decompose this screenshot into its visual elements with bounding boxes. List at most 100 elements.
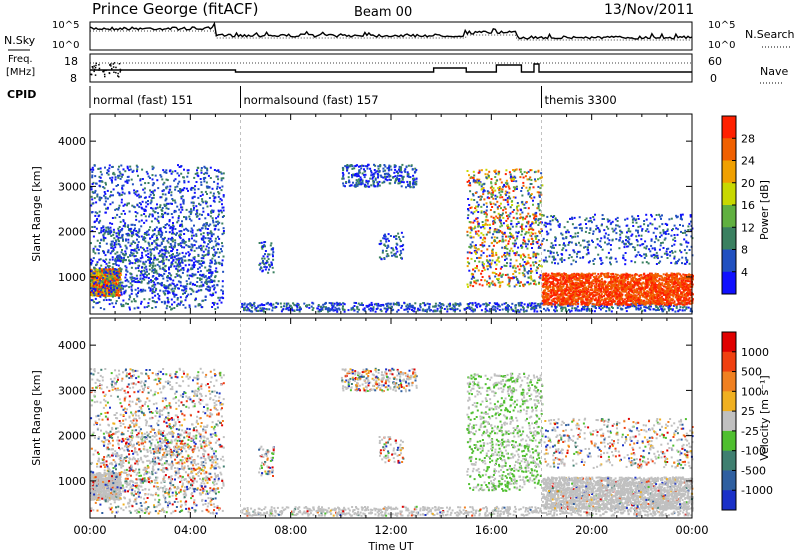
echo-cell [217,261,220,264]
echo-cell [270,304,273,307]
echo-cell [197,289,200,292]
echo-cell [207,243,210,246]
echo-cell [186,270,189,273]
echo-cell [111,256,114,259]
echo-cell [489,203,492,206]
echo-cell [156,247,159,250]
echo-cell [219,197,222,200]
echo-cell [582,306,585,308]
echo-cell [495,259,498,262]
echo-cell [355,183,358,186]
echo-cell [160,253,163,256]
echo-cell [219,296,222,299]
echo-cell [515,207,518,210]
echo-cell [166,290,169,293]
echo-cell [158,228,161,230]
echo-cell [151,215,154,218]
echo-cell [524,242,527,245]
echo-cell [138,220,141,223]
echo-cell [505,194,508,197]
echo-cell [161,190,164,193]
echo-cell [476,306,479,309]
echo-cell [158,261,161,263]
echo-cell [153,300,155,303]
echo-cell [474,230,477,233]
echo-cell [155,301,158,304]
echo-cell [163,272,166,275]
echo-cell [522,307,525,310]
echo-cell [96,261,99,264]
echo-cell [657,309,660,311]
echo-cell [568,308,570,311]
echo-cell [308,306,311,309]
echo-cell [562,306,565,309]
echo-cell [203,177,206,179]
echo-cell [185,187,188,190]
echo-cell [166,179,169,182]
echo-cell [155,276,158,279]
echo-cell [90,273,93,276]
echo-cell [215,262,218,265]
echo-cell [176,268,179,271]
echo-cell [156,244,159,247]
echo-cell [191,272,194,275]
echo-cell [499,225,502,228]
echo-cell [91,166,94,169]
echo-cell [153,233,156,235]
echo-cell [537,224,540,226]
echo-cell [214,225,217,228]
echo-cell [100,173,103,176]
echo-cell [331,302,334,305]
echo-cell [519,254,522,257]
echo-cell [148,272,150,275]
echo-cell [484,211,487,214]
echo-cell [513,264,516,267]
echo-cell [537,218,540,221]
echo-cell [627,306,630,309]
echo-cell [200,306,203,309]
echo-cell [184,299,187,302]
echo-cell [377,167,380,170]
echo-cell [222,209,225,212]
echo-cell [138,205,141,208]
echo-cell [146,247,149,250]
echo-cell [185,287,188,290]
echo-cell [181,289,184,292]
echo-cell [101,180,104,183]
echo-cell [206,223,208,226]
echo-cell [527,193,530,196]
echo-cell [472,170,475,173]
echo-cell [205,279,208,282]
echo-cell [170,244,173,247]
echo-cell [213,248,216,251]
echo-cell [166,279,169,282]
echo-cell [150,279,152,282]
echo-cell [127,224,130,227]
echo-cell [486,205,488,208]
echo-cell [93,226,96,228]
echo-cell [496,241,499,244]
echo-cell [118,226,121,228]
echo-cell [190,243,193,246]
echo-cell [380,310,383,313]
echo-cell [198,217,201,220]
echo-cell [470,257,473,260]
echo-cell [90,258,93,261]
echo-cell [165,204,168,207]
echo-cell [391,176,394,179]
echo-cell [108,271,111,274]
echo-cell [208,197,211,199]
echo-cell [172,222,174,224]
echo-cell [99,197,102,200]
echo-cell [170,288,173,291]
echo-cell [92,284,95,287]
echo-cell [151,236,154,238]
echo-cell [129,282,132,285]
echo-cell [540,243,543,246]
echo-cell [171,170,174,173]
echo-cell [114,295,117,297]
echo-cell [102,236,105,239]
echo-cell [213,286,216,289]
echo-cell [116,251,119,254]
echo-cell [116,213,119,216]
